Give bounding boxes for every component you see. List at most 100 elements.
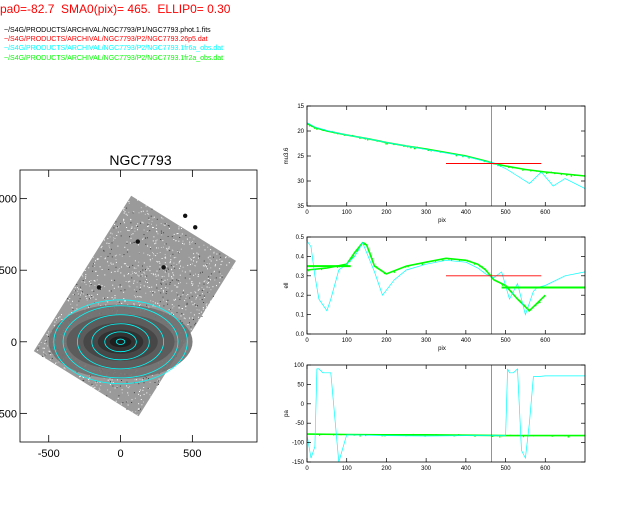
noise-pixel [88,267,90,269]
noise-pixel [145,281,147,283]
noise-pixel [76,287,78,289]
noise-pixel [123,222,125,224]
noise-pixel [146,210,148,212]
noise-pixel [169,313,171,315]
image-ytick-label: 500 [0,265,17,277]
noise-pixel [195,273,196,275]
noise-pixel [216,253,218,255]
noise-pixel [210,245,212,246]
noise-pixel [90,280,92,281]
xtick-label: 100 [342,210,353,216]
xtick-label: 600 [540,210,551,216]
noise-pixel [132,264,134,266]
noise-pixel [46,345,48,347]
yaxis-label: ell [284,282,290,288]
isophote-ellipse [91,323,150,361]
noise-pixel [157,275,159,277]
noise-pixel [68,313,70,315]
noise-pixel [220,276,222,278]
noise-pixel [182,292,184,294]
noise-pixel [111,242,113,244]
profile-point [511,167,513,169]
noise-pixel [111,233,113,235]
profile-series-line [307,122,585,189]
noise-pixel [48,330,50,332]
noise-pixel [118,226,120,228]
noise-pixel [210,289,212,291]
profile-point [376,140,378,142]
noise-pixel [214,279,216,281]
noise-pixel [208,279,210,281]
isophote-ellipse [77,314,165,370]
noise-pixel [167,287,169,289]
profile-point [359,137,361,139]
noise-pixel [199,272,201,274]
noise-pixel [197,295,199,297]
noise-pixel [157,384,159,385]
noise-pixel [179,267,181,269]
ytick-label: 0 [301,402,305,408]
profile-point [484,268,486,270]
noise-pixel [74,310,76,311]
noise-pixel [206,266,207,268]
noise-pixel [173,262,175,264]
noise-pixel [203,288,205,290]
profile-point [498,163,500,165]
profile-point [489,273,491,276]
noise-pixel [166,247,168,249]
noise-pixel [108,290,110,292]
noise-pixel [221,275,223,276]
noise-pixel [147,226,149,227]
noise-pixel [186,302,188,304]
noise-pixel [131,234,133,236]
noise-pixel [114,255,116,257]
profile-point [430,150,432,152]
noise-pixel [102,285,103,287]
noise-pixel [172,272,174,274]
profile-point [455,154,457,156]
noise-pixel [79,376,81,378]
noise-pixel [116,379,118,381]
noise-pixel [53,324,55,326]
noise-pixel [107,261,109,263]
noise-pixel [121,380,122,381]
noise-pixel [205,264,207,266]
noise-pixel [114,238,116,239]
noise-pixel [120,231,122,233]
noise-pixel [120,272,122,274]
noise-pixel [81,292,83,294]
star [193,225,198,230]
noise-pixel [156,279,158,280]
noise-pixel [44,340,46,342]
noise-pixel [149,270,151,272]
noise-pixel [210,273,212,275]
ytick-label: 100 [294,363,305,369]
noise-pixel [168,273,170,275]
profile-point [522,169,524,171]
noise-pixel [99,389,101,391]
noise-pixel [169,250,171,252]
noise-pixel [137,229,138,231]
noise-pixel [175,256,177,258]
profile-point [501,284,504,286]
noise-pixel [131,402,133,403]
noise-pixel [105,304,107,306]
noise-pixel [61,314,62,316]
noise-pixel [82,276,84,278]
noise-pixel [161,234,163,236]
image-xtick-label: 0 [117,448,123,460]
noise-pixel [117,231,119,233]
noise-pixel [147,223,149,225]
noise-pixel [111,379,113,381]
profile-point [392,270,394,273]
noise-pixel [89,285,91,287]
noise-pixel [159,268,161,270]
xaxis-label: pix [438,346,446,352]
noise-pixel [160,247,162,248]
profile-series-line [307,241,546,312]
noise-pixel [123,298,125,300]
noise-pixel [195,297,197,299]
noise-pixel [128,201,130,202]
noise-pixel [134,272,136,274]
